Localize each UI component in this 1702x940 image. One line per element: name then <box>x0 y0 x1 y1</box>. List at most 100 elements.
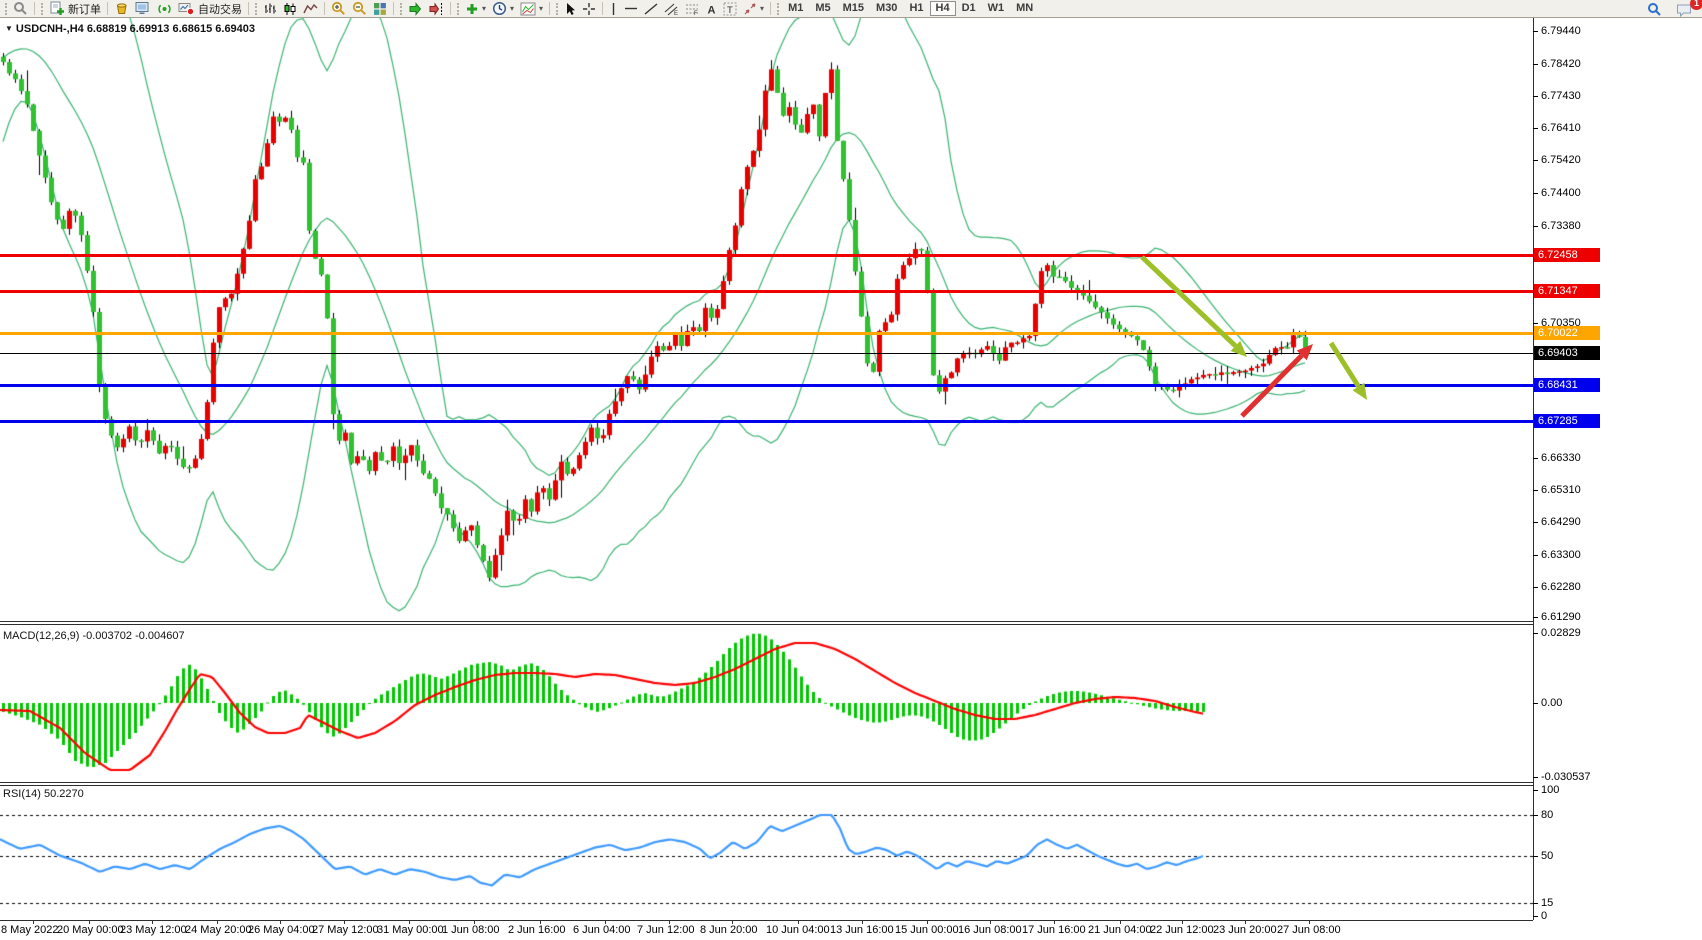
price-level-line-6.68431[interactable] <box>0 384 1533 387</box>
chevron-down-icon[interactable]: ▾ <box>510 3 515 13</box>
tile-windows-button[interactable] <box>370 0 390 17</box>
timeframe-button-mn[interactable]: MN <box>1016 2 1034 14</box>
channel-button[interactable]: E <box>661 0 682 17</box>
time-axis-tick <box>669 920 670 924</box>
time-axis-label: 13 Jun 16:00 <box>830 924 894 936</box>
text-button[interactable]: A <box>703 0 720 17</box>
time-axis-tick <box>474 920 475 924</box>
chevron-down-icon[interactable]: ▾ <box>760 3 765 13</box>
timeframe-button-m1[interactable]: M1 <box>788 2 804 14</box>
chevron-down-icon[interactable]: ▾ <box>539 3 544 13</box>
price-axis-tick-label: 6.62280 <box>1541 581 1581 593</box>
templates-button[interactable]: ▾ <box>517 0 546 17</box>
price-level-line-6.67285[interactable] <box>0 420 1533 423</box>
zoom-out-button[interactable] <box>349 0 370 17</box>
price-axis-tick-label: 6.63300 <box>1541 549 1581 561</box>
horizontal-line-button[interactable] <box>621 0 641 17</box>
panel-divider[interactable] <box>0 782 1533 783</box>
notifications-button[interactable]: 1 <box>1673 0 1702 18</box>
price-level-line-6.72458[interactable] <box>0 254 1533 257</box>
price-chart-canvas[interactable] <box>0 18 1533 622</box>
price-level-line-6.71347[interactable] <box>0 290 1533 293</box>
vertical-line-button[interactable] <box>606 0 621 17</box>
chart-symbol-line: ▼ USDCNH-,H4 6.68819 6.69913 6.68615 6.69… <box>5 23 255 35</box>
cursor-button[interactable] <box>561 0 579 17</box>
notification-badge: 1 <box>1690 0 1702 10</box>
arrows-button[interactable]: ▾ <box>740 0 767 17</box>
price-axis-tick-label: 6.78420 <box>1541 58 1581 70</box>
crosshair-button[interactable] <box>579 0 599 17</box>
text-a-icon: A <box>706 2 717 16</box>
timeframe-button-d1[interactable]: D1 <box>961 2 976 14</box>
time-axis-tick <box>152 920 153 924</box>
rsi-axis-tick <box>1533 790 1538 791</box>
time-axis-tick <box>605 920 606 924</box>
rsi-panel-canvas[interactable] <box>0 786 1533 920</box>
bar-chart-button[interactable] <box>260 0 280 17</box>
timeframe-button-h4[interactable]: H4 <box>929 1 956 16</box>
trendline-button[interactable] <box>641 0 661 17</box>
price-axis-tick-label: 6.75420 <box>1541 154 1581 166</box>
time-axis-tick <box>1054 920 1055 924</box>
new-order-button[interactable]: 新订单 <box>46 0 104 17</box>
bucket-icon <box>114 1 129 16</box>
timeframe-button-h1[interactable]: H1 <box>909 2 924 14</box>
panel-divider[interactable] <box>0 621 1533 622</box>
toolbar-separator <box>324 2 325 15</box>
line-chart-button[interactable] <box>300 0 321 17</box>
rsi-axis-tick <box>1533 916 1538 917</box>
time-axis-tick <box>1245 920 1246 924</box>
svg-text:A: A <box>708 4 716 16</box>
timeframe-button-m5[interactable]: M5 <box>815 2 831 14</box>
price-level-line-6.70022[interactable] <box>0 332 1533 335</box>
macd-indicator-label: MACD(12,26,9) -0.003702 -0.004607 <box>3 630 185 642</box>
collapse-triangle-icon[interactable]: ▼ <box>5 24 13 33</box>
toolbar-separator <box>248 2 249 15</box>
price-level-line-6.69403[interactable] <box>0 353 1533 354</box>
price-level-label: 6.68431 <box>1534 378 1600 392</box>
price-axis-tick <box>1533 587 1538 588</box>
periods-button[interactable]: ▾ <box>489 0 517 17</box>
toolbar-grip <box>255 2 257 15</box>
panel-divider[interactable] <box>0 785 1533 786</box>
fibonacci-button[interactable]: F <box>682 0 703 17</box>
time-axis-label: 8 Jun 20:00 <box>700 924 758 936</box>
window-search-button[interactable] <box>10 0 31 17</box>
time-axis-label: 17 Jun 16:00 <box>1022 924 1086 936</box>
price-axis-tick <box>1533 323 1538 324</box>
time-axis-tick <box>280 920 281 924</box>
terminal-button[interactable] <box>132 0 154 17</box>
chart-shift-button[interactable] <box>426 0 447 17</box>
signals-button[interactable] <box>154 0 175 17</box>
auto-scroll-button[interactable] <box>405 0 426 17</box>
price-level-label: 6.67285 <box>1534 414 1600 428</box>
price-level-label: 6.69403 <box>1534 346 1600 360</box>
line-chart-icon <box>303 2 318 16</box>
price-axis-tick <box>1533 160 1538 161</box>
macd-panel-canvas[interactable] <box>0 628 1533 783</box>
panel-divider[interactable] <box>0 624 1533 625</box>
text-label-button[interactable]: T <box>720 0 740 17</box>
rsi-indicator-label: RSI(14) 50.2270 <box>3 788 84 800</box>
zoom-in-button[interactable] <box>328 0 349 17</box>
toolbar-separator <box>107 2 108 15</box>
channel-icon: E <box>664 2 679 16</box>
candles-icon <box>283 2 297 16</box>
auto-trading-button[interactable]: 自动交易 <box>175 0 245 17</box>
chevron-down-icon[interactable]: ▾ <box>482 3 487 13</box>
search-button[interactable] <box>1644 1 1665 18</box>
time-axis-tick <box>1309 920 1310 924</box>
time-axis-tick <box>990 920 991 924</box>
timeframe-button-m15[interactable]: M15 <box>842 2 865 14</box>
indicators-button[interactable]: ▾ <box>462 0 489 17</box>
timeframe-button-w1[interactable]: W1 <box>987 2 1005 14</box>
time-axis-tick <box>1182 920 1183 924</box>
candlestick-chart-button[interactable] <box>280 0 300 17</box>
styles-button[interactable] <box>111 0 132 17</box>
time-axis-tick <box>217 920 218 924</box>
svg-text:F: F <box>694 11 698 16</box>
macd-axis-tick-label: 0.02829 <box>1541 627 1581 639</box>
time-axis-tick <box>540 920 541 924</box>
time-axis-label: 2 Jun 16:00 <box>508 924 566 936</box>
timeframe-button-m30[interactable]: M30 <box>876 2 898 14</box>
